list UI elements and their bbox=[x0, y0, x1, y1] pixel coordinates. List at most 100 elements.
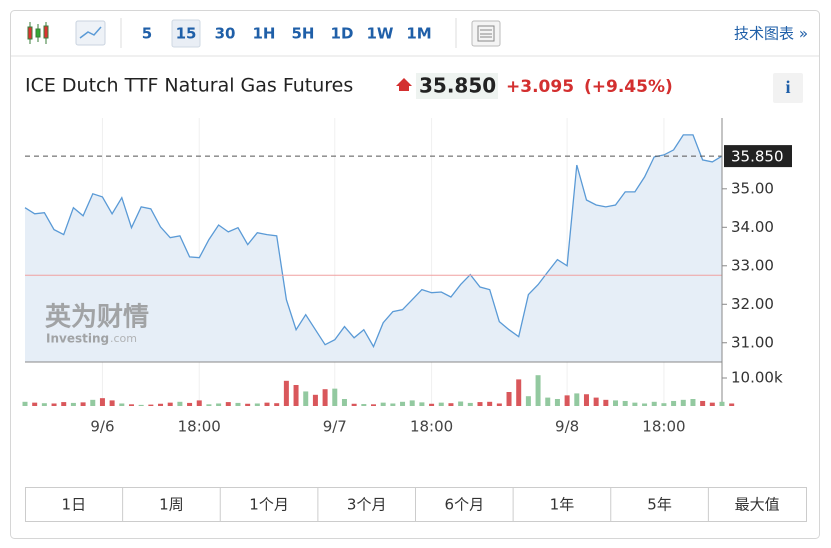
range-button[interactable]: 5年 bbox=[647, 496, 672, 514]
volume-bar bbox=[22, 401, 28, 406]
volume-bar bbox=[467, 402, 473, 406]
watermark-domain: .com bbox=[110, 332, 137, 345]
interval-button[interactable]: 15 bbox=[176, 25, 197, 43]
volume-bar bbox=[448, 403, 454, 406]
volume-bar bbox=[274, 403, 280, 406]
volume-bar bbox=[545, 397, 551, 406]
y-tick-label: 34.00 bbox=[731, 218, 774, 236]
volume-bar bbox=[90, 399, 96, 406]
interval-button[interactable]: 1D bbox=[331, 25, 354, 43]
line-icon[interactable] bbox=[75, 20, 106, 46]
price-line bbox=[24, 134, 723, 349]
range-button[interactable]: 6个月 bbox=[445, 496, 485, 514]
volume-bar bbox=[99, 398, 105, 406]
volume-bar bbox=[216, 403, 222, 406]
volume-bar bbox=[613, 400, 619, 406]
volume-bar bbox=[583, 394, 589, 406]
volume-bar bbox=[158, 403, 164, 406]
last-price: 35.850 bbox=[419, 74, 496, 98]
info-icon[interactable]: i bbox=[785, 77, 790, 97]
range-button[interactable]: 1日 bbox=[62, 496, 87, 514]
x-tick-label: 9/8 bbox=[555, 418, 579, 436]
volume-bar bbox=[593, 397, 599, 406]
volume-tick-label: 10.00k bbox=[731, 369, 783, 387]
volume-bar bbox=[283, 380, 289, 406]
volume-bar bbox=[554, 399, 560, 406]
volume-bar bbox=[70, 402, 76, 406]
range-button[interactable]: 最大值 bbox=[735, 496, 780, 514]
last-price-tag bbox=[724, 145, 792, 168]
price-change: +3.095 bbox=[506, 77, 574, 97]
volume-bar bbox=[438, 402, 444, 406]
volume-bar bbox=[564, 395, 570, 406]
y-tick-label: 35.00 bbox=[731, 179, 774, 197]
volume-bar bbox=[603, 399, 609, 406]
volume-bar bbox=[632, 402, 638, 406]
volume-bar bbox=[700, 400, 706, 406]
interval-button[interactable]: 30 bbox=[215, 25, 236, 43]
volume-bar bbox=[380, 402, 386, 406]
info-button[interactable] bbox=[773, 73, 803, 103]
interval-button[interactable]: 5 bbox=[142, 25, 152, 43]
range-button[interactable]: 1年 bbox=[550, 496, 575, 514]
volume-bar bbox=[225, 402, 231, 406]
volume-bar bbox=[496, 403, 502, 406]
volume-bar bbox=[61, 402, 67, 406]
volume-bar bbox=[690, 399, 696, 406]
volume-bar bbox=[361, 404, 367, 406]
volume-bar bbox=[400, 401, 406, 406]
volume-bar bbox=[506, 392, 512, 406]
volume-bar bbox=[196, 400, 202, 406]
x-tick-label: 18:00 bbox=[410, 418, 453, 436]
volume-bar bbox=[409, 400, 415, 406]
advanced-chart-link[interactable]: 技术图表 » bbox=[734, 25, 808, 43]
table-icon[interactable] bbox=[471, 20, 501, 47]
volume-bar bbox=[371, 404, 376, 406]
interval-button[interactable]: 1W bbox=[367, 25, 394, 43]
interval-button[interactable]: 1H bbox=[253, 25, 276, 43]
volume-bar bbox=[80, 402, 86, 406]
volume-bar bbox=[458, 401, 464, 406]
last-price-label: 35.850 bbox=[731, 148, 784, 166]
volume-bar bbox=[671, 400, 677, 406]
volume-bar bbox=[138, 404, 144, 406]
volume-bar bbox=[332, 388, 338, 406]
volume-bar bbox=[167, 402, 173, 406]
volume-bar bbox=[729, 403, 735, 406]
x-tick-label: 18:00 bbox=[178, 418, 221, 436]
volume-bar bbox=[642, 403, 648, 406]
range-button[interactable]: 1个月 bbox=[249, 496, 289, 514]
interval-button[interactable]: 1M bbox=[406, 25, 431, 43]
interval-button[interactable]: 5H bbox=[292, 25, 315, 43]
volume-bar bbox=[477, 402, 483, 406]
x-tick-label: 9/6 bbox=[90, 418, 114, 436]
y-tick-label: 33.00 bbox=[731, 256, 774, 274]
chart: 9/6 18:00 9/7 18:00 9/8 18:00 31.00 32.00 33.00 3… bbox=[22, 118, 792, 436]
volume-bar bbox=[109, 400, 115, 406]
range-button[interactable]: 1周 bbox=[159, 496, 184, 514]
price-area bbox=[25, 134, 722, 362]
volume-bar bbox=[516, 379, 522, 406]
price-box bbox=[416, 73, 498, 99]
volume-bar bbox=[574, 393, 580, 406]
volume-bar bbox=[264, 402, 270, 406]
y-tick-label: 31.00 bbox=[731, 333, 774, 351]
interval-selected[interactable] bbox=[171, 19, 201, 48]
candle-icon[interactable] bbox=[27, 22, 49, 44]
volume-bar bbox=[51, 403, 57, 406]
y-tick-label: 32.00 bbox=[731, 295, 774, 313]
volume-bar bbox=[429, 403, 435, 406]
volume-bar bbox=[661, 403, 667, 406]
volume-bar bbox=[235, 402, 241, 406]
volume-bar bbox=[177, 401, 183, 406]
volume-bar bbox=[41, 403, 47, 406]
range-button[interactable]: 3个月 bbox=[347, 496, 387, 514]
volume-bar bbox=[322, 389, 328, 406]
volume-bar bbox=[119, 403, 125, 406]
frame bbox=[10, 10, 820, 539]
volume-bar bbox=[390, 403, 396, 406]
volume-bar bbox=[622, 400, 628, 406]
volume-bar bbox=[293, 385, 299, 406]
x-tick-label: 18:00 bbox=[642, 418, 685, 436]
